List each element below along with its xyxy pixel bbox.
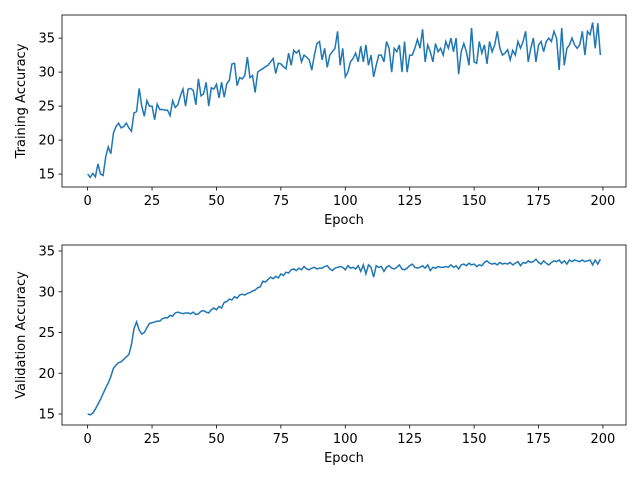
y-tick-label: 20 <box>38 367 55 382</box>
y-tick-label: 35 <box>38 32 55 47</box>
x-tick-label: 75 <box>273 432 290 447</box>
x-tick-label: 0 <box>83 194 91 209</box>
axes-frame <box>61 14 627 188</box>
x-tick-label: 75 <box>273 194 290 209</box>
x-tick-label: 100 <box>333 432 358 447</box>
x-tick-label: 100 <box>333 194 358 209</box>
x-tick-label: 200 <box>591 432 616 447</box>
y-tick-label: 25 <box>38 326 55 341</box>
y-tick-label: 25 <box>38 100 55 115</box>
x-tick-label: 125 <box>397 432 422 447</box>
y-axis-label: Validation Accuracy <box>14 271 29 399</box>
x-tick-label: 50 <box>208 432 225 447</box>
x-tick-label: 25 <box>144 432 161 447</box>
x-tick-label: 150 <box>462 432 487 447</box>
y-tick-label: 15 <box>38 407 55 422</box>
data-line <box>87 258 602 416</box>
x-tick-label: 175 <box>526 432 551 447</box>
x-tick-label: 125 <box>397 194 422 209</box>
y-tick-label: 20 <box>38 134 55 149</box>
x-tick-label: 50 <box>208 194 225 209</box>
y-tick-label: 30 <box>38 285 55 300</box>
y-tick-label: 15 <box>38 168 55 183</box>
y-axis-label: Training Accuracy <box>14 43 29 159</box>
data-line <box>87 22 602 179</box>
x-tick-label: 200 <box>591 194 616 209</box>
axes-frame <box>61 244 627 426</box>
x-tick-label: 25 <box>144 194 161 209</box>
x-tick-label: 150 <box>462 194 487 209</box>
x-tick-label: 175 <box>526 194 551 209</box>
x-axis-label: Epoch <box>324 213 364 228</box>
y-tick-label: 30 <box>38 66 55 81</box>
x-axis-label: Epoch <box>324 451 364 466</box>
x-tick-label: 0 <box>83 432 91 447</box>
y-tick-label: 35 <box>38 245 55 260</box>
